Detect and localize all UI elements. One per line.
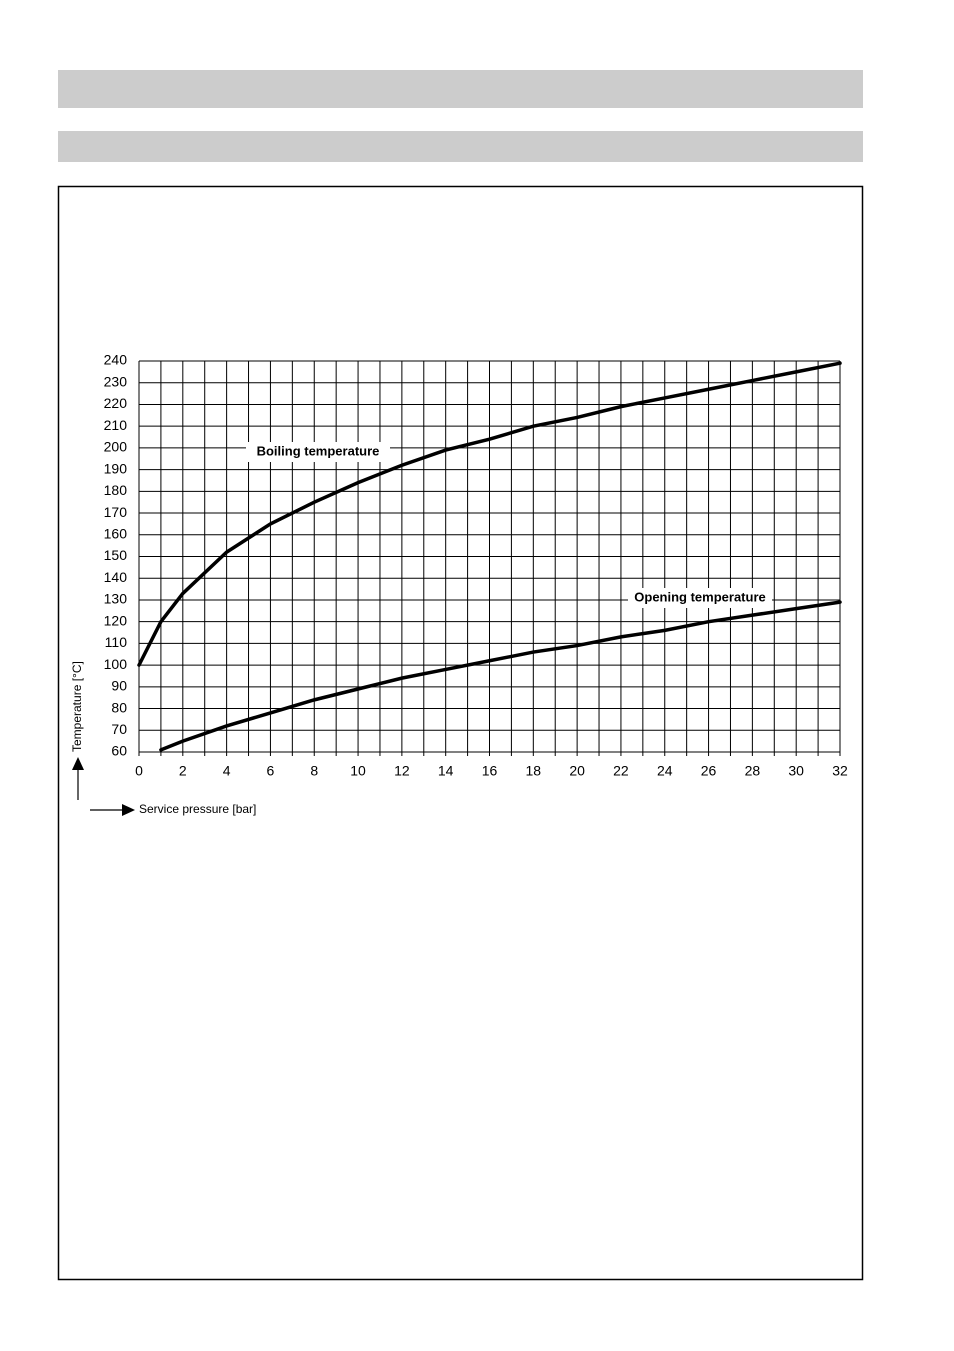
y-tick-label: 120 (104, 612, 128, 628)
y-tick-label: 170 (104, 504, 128, 520)
x-tick-label: 2 (179, 763, 187, 779)
label-background (628, 588, 772, 608)
x-tick-label: 22 (613, 763, 629, 779)
y-tick-label: 80 (111, 699, 127, 715)
x-tick-label: 6 (267, 763, 275, 779)
y-tick-label: 130 (104, 591, 128, 607)
y-axis-title: Temperature [°C] (70, 661, 84, 752)
x-tick-label: 16 (482, 763, 498, 779)
y-tick-label: 70 (111, 721, 127, 737)
y-tick-label: 110 (105, 634, 128, 650)
subheader-bar (58, 131, 863, 162)
y-tick-label: 160 (104, 525, 128, 541)
x-arrowhead (122, 804, 135, 816)
x-tick-label: 28 (745, 763, 761, 779)
curve-label: Opening temperature (634, 589, 765, 604)
y-tick-label: 220 (104, 395, 128, 411)
y-tick-label: 90 (111, 678, 127, 694)
x-tick-label: 30 (788, 763, 804, 779)
x-tick-label: 4 (223, 763, 231, 779)
y-tick-label: 210 (104, 417, 128, 433)
header-bar (58, 70, 863, 108)
curve (159, 600, 842, 752)
x-tick-label: 14 (438, 763, 454, 779)
y-tick-label: 190 (104, 460, 128, 476)
x-tick-label: 32 (832, 763, 848, 779)
x-tick-label: 24 (657, 763, 673, 779)
x-axis-title: Service pressure [bar] (139, 802, 256, 816)
y-tick-label: 200 (104, 439, 128, 455)
y-tick-label: 240 (104, 352, 128, 368)
y-arrowhead (72, 757, 84, 770)
x-tick-label: 26 (701, 763, 717, 779)
curve-label: Boiling temperature (257, 443, 380, 458)
y-tick-label: 180 (104, 482, 128, 498)
label-background (246, 442, 390, 462)
x-tick-label: 12 (394, 763, 410, 779)
curve (137, 361, 842, 667)
y-tick-label: 230 (104, 373, 128, 389)
x-tick-label: 0 (135, 763, 143, 779)
x-tick-label: 8 (310, 763, 318, 779)
y-tick-label: 150 (104, 547, 128, 563)
y-tick-label: 100 (104, 656, 128, 672)
frame (57, 185, 864, 1281)
y-tick-label: 60 (111, 743, 127, 759)
y-tick-label: 140 (104, 569, 128, 585)
x-tick-label: 18 (526, 763, 542, 779)
x-tick-label: 20 (569, 763, 585, 779)
x-tick-label: 10 (350, 763, 366, 779)
